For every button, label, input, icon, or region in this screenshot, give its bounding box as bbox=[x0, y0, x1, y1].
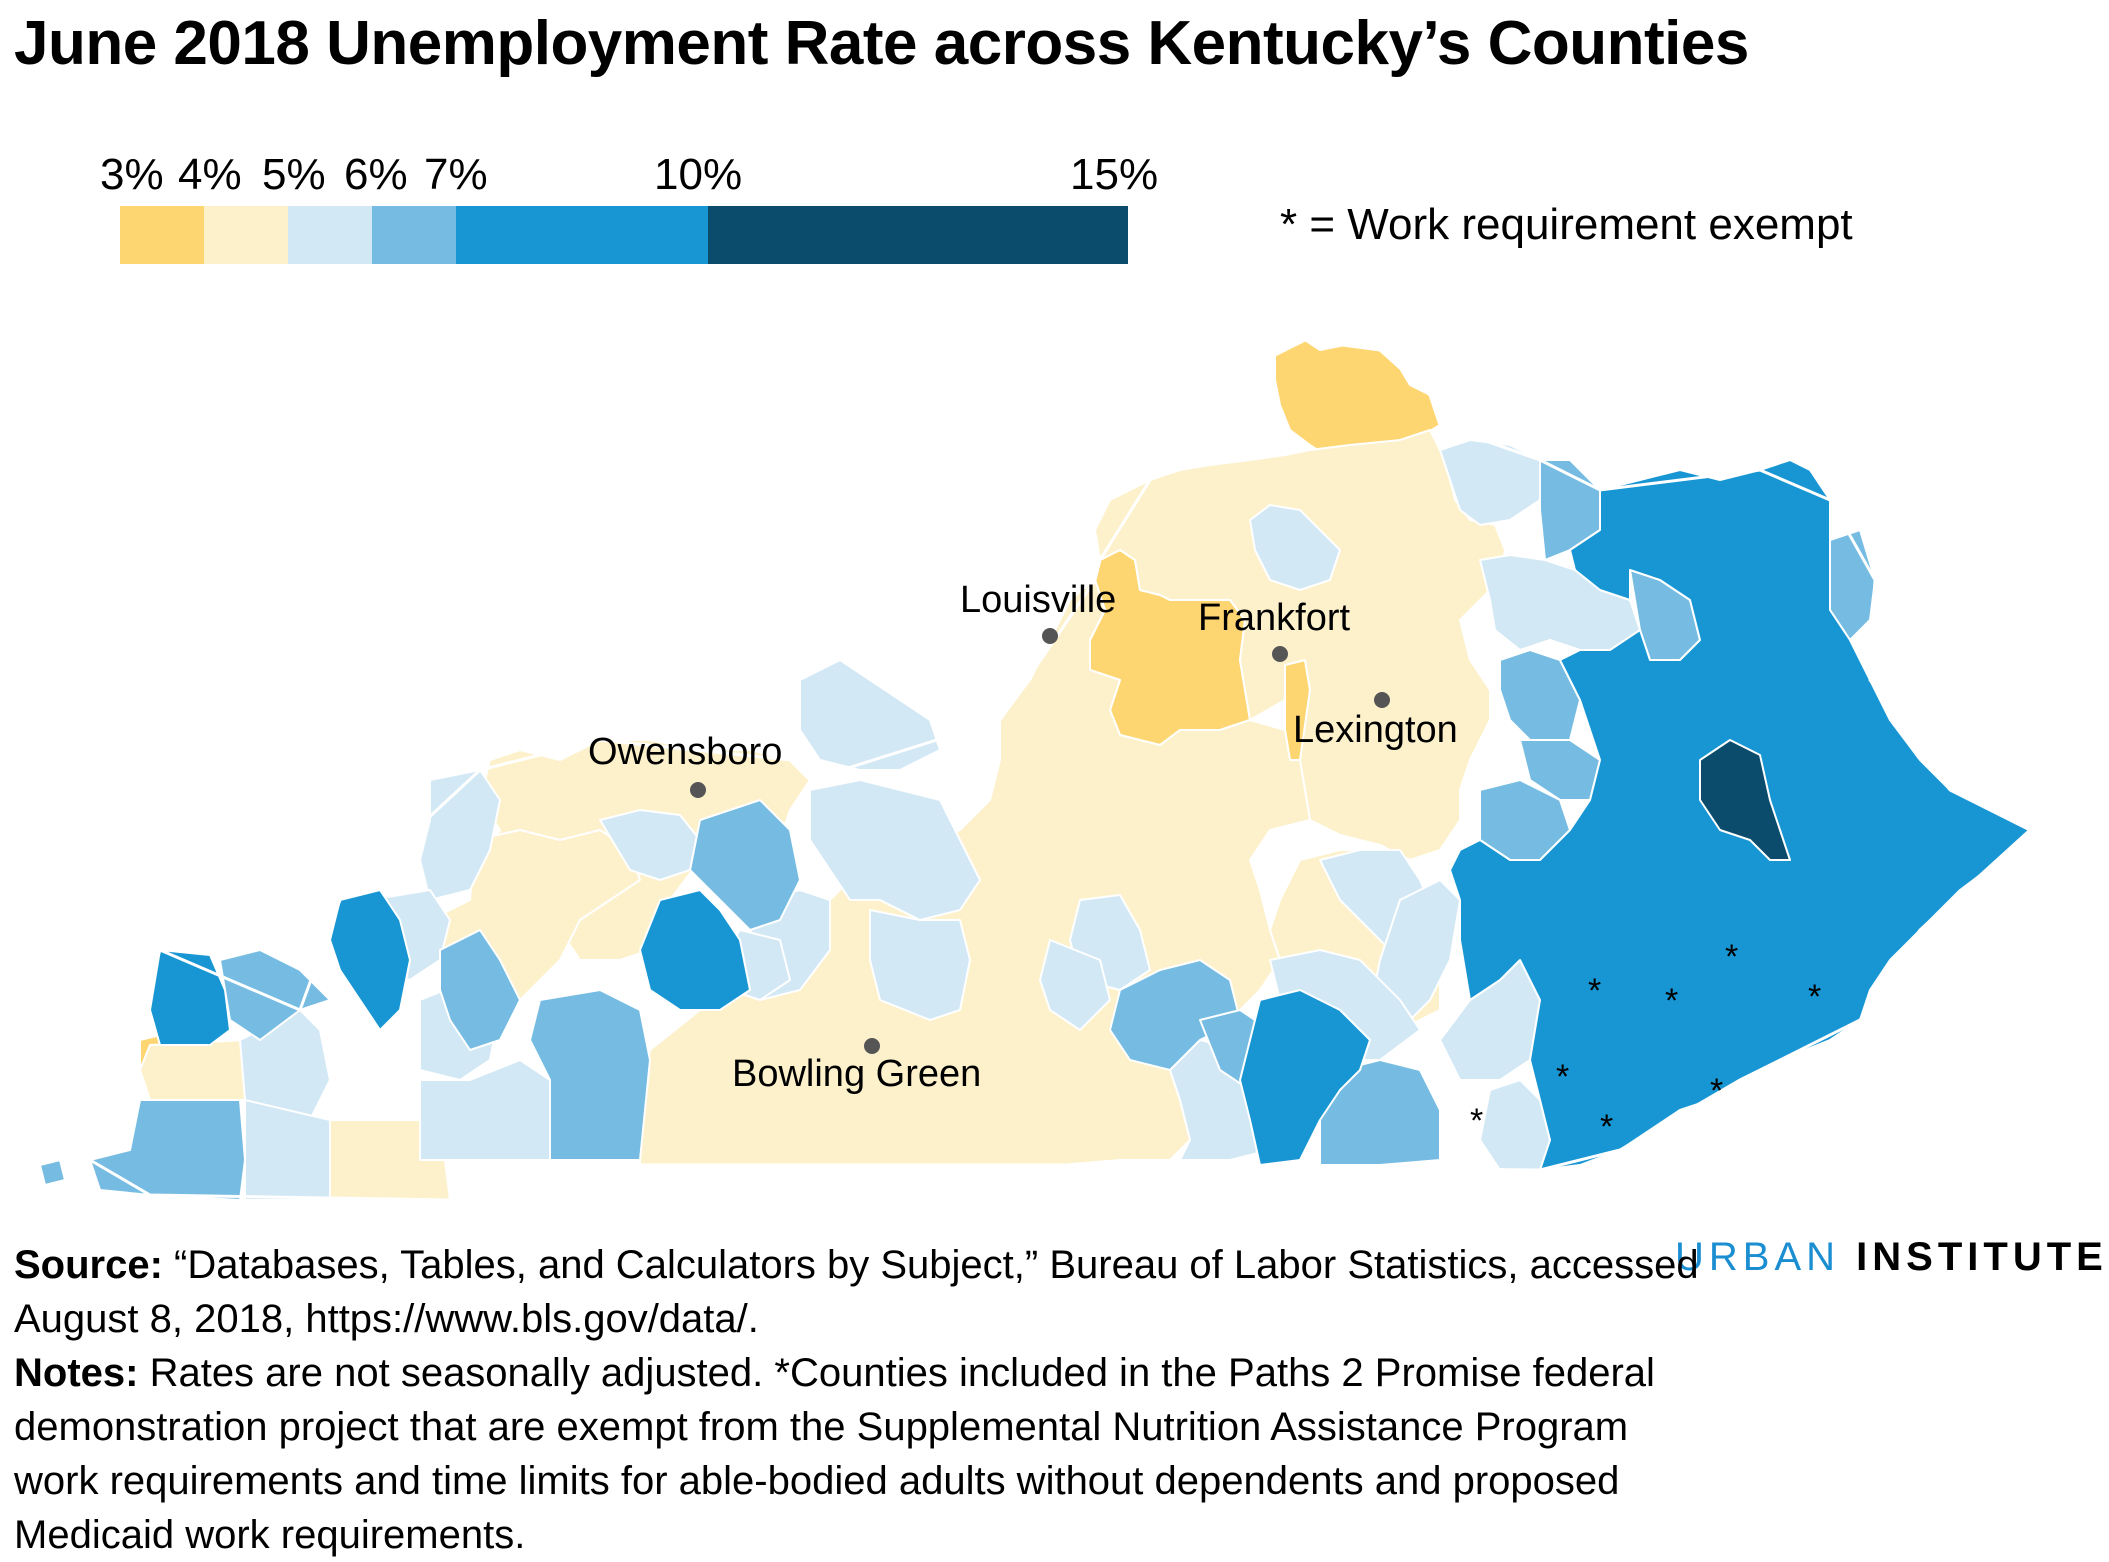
county-region bbox=[529, 989, 651, 1161]
county-region bbox=[639, 889, 751, 1011]
state-outline bbox=[88, 338, 2033, 1202]
city-dot-bowling-green bbox=[864, 1038, 880, 1054]
exempt-note: * = Work requirement exempt bbox=[1280, 200, 1853, 249]
exempt-asterisk: * bbox=[1556, 1058, 1569, 1096]
legend-bin-5-6 bbox=[288, 206, 372, 264]
county-region bbox=[799, 659, 941, 771]
legend-tick-5: 5% bbox=[262, 150, 326, 199]
county-region bbox=[689, 799, 801, 931]
exempt-asterisk: * bbox=[1470, 1102, 1483, 1140]
county-region bbox=[329, 889, 411, 1031]
county-region bbox=[1699, 739, 1791, 861]
source-line: Source: “Databases, Tables, and Calculat… bbox=[14, 1238, 1714, 1346]
color-legend: 3% 4% 5% 6% 7% 10% 15% bbox=[0, 0, 1200, 300]
notes-label: Notes: bbox=[14, 1351, 139, 1395]
exempt-asterisk: * bbox=[1665, 982, 1678, 1020]
county-region bbox=[869, 909, 971, 1021]
legend-tick-15: 15% bbox=[1070, 150, 1159, 199]
city-dot-owensboro bbox=[690, 782, 706, 798]
city-label-frankfort: Frankfort bbox=[1198, 597, 1350, 639]
city-label-louisville: Louisville bbox=[960, 579, 1116, 621]
county-region bbox=[244, 1099, 331, 1201]
county-region bbox=[219, 949, 331, 1041]
brand-urban: URBAN bbox=[1675, 1235, 1841, 1279]
county-region bbox=[1319, 1059, 1441, 1166]
city-label-bowling-green: Bowling Green bbox=[732, 1053, 981, 1095]
urban-institute-logo: URBAN INSTITUTE bbox=[1675, 1235, 2108, 1280]
county-region bbox=[809, 779, 981, 921]
kentucky-map: Louisville Frankfort Lexington Owensboro… bbox=[39, 338, 2033, 1202]
exempt-asterisk: * bbox=[1600, 1108, 1613, 1146]
county-region bbox=[149, 949, 231, 1046]
footer-notes: Source: “Databases, Tables, and Calculat… bbox=[14, 1238, 1714, 1562]
notes-line: Notes: Rates are not seasonally adjusted… bbox=[14, 1346, 1714, 1562]
city-dot-louisville bbox=[1042, 628, 1058, 644]
exempt-asterisk: * bbox=[1710, 1072, 1723, 1110]
legend-bin-3-4 bbox=[120, 206, 204, 264]
brand-institute: INSTITUTE bbox=[1856, 1235, 2108, 1279]
notes-text: Rates are not seasonally adjusted. *Coun… bbox=[14, 1351, 1655, 1557]
legend-bin-6-7 bbox=[372, 206, 456, 264]
city-label-lexington: Lexington bbox=[1293, 709, 1458, 751]
legend-bin-7-10 bbox=[456, 206, 708, 264]
legend-bin-4-5 bbox=[204, 206, 288, 264]
legend-tick-7: 7% bbox=[424, 150, 488, 199]
county-region bbox=[419, 769, 501, 901]
county-region bbox=[1094, 429, 1506, 861]
exempt-asterisk: * bbox=[1808, 978, 1821, 1016]
legend-tick-3: 3% bbox=[100, 150, 164, 199]
exempt-asterisk: * bbox=[1725, 938, 1738, 976]
map-title: June 2018 Unemployment Rate across Kentu… bbox=[14, 9, 1749, 78]
county-region bbox=[1039, 939, 1111, 1031]
county-region bbox=[439, 929, 521, 1051]
county-region bbox=[89, 1099, 246, 1201]
city-label-owensboro: Owensboro bbox=[588, 731, 782, 773]
legend-bin-10-15 bbox=[708, 206, 1128, 264]
city-dot-lexington bbox=[1374, 692, 1390, 708]
exempt-asterisk: * bbox=[1588, 972, 1601, 1010]
source-label: Source: bbox=[14, 1243, 163, 1287]
city-dot-frankfort bbox=[1272, 646, 1288, 662]
legend-tick-4: 4% bbox=[178, 150, 242, 199]
legend-tick-6: 6% bbox=[344, 150, 408, 199]
county-region bbox=[39, 1159, 66, 1186]
county-region bbox=[1249, 504, 1341, 591]
source-text: “Databases, Tables, and Calculators by S… bbox=[14, 1243, 1699, 1341]
county-region bbox=[139, 1039, 246, 1101]
legend-tick-10: 10% bbox=[654, 150, 743, 199]
county-region bbox=[1239, 989, 1371, 1166]
